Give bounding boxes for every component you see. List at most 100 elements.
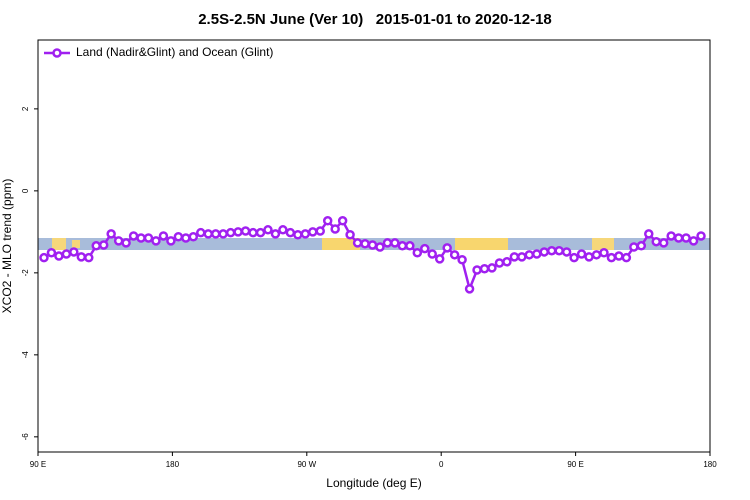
data-point [315,226,325,236]
x-tick-label: 90 E [30,460,46,469]
x-tick-label: 180 [166,460,180,469]
data-point [457,254,467,265]
x-tick-label: 0 [439,460,444,469]
data-point [576,249,587,259]
data-point [644,229,654,239]
data-point [464,284,475,294]
y-tick-label: 2 [21,106,30,111]
data-point [181,233,191,243]
data-point [360,238,370,249]
data-point [658,238,669,248]
x-tick-label: 180 [703,460,717,469]
data-point [173,232,184,242]
data-point [322,216,333,226]
data-point [681,233,691,243]
data-point [113,236,124,246]
data-point [345,229,355,240]
data-point [84,252,94,263]
data-point [151,236,161,246]
data-point [532,249,542,259]
data-point [270,229,281,239]
data-point [136,233,146,243]
data-point [308,227,318,237]
data-point [636,241,647,251]
data-point [196,227,206,238]
data-point [300,229,311,239]
data-point [121,238,131,248]
data-point [91,241,101,251]
data-point [106,229,116,239]
data-point [569,252,579,263]
data-point [397,241,408,251]
data-point [584,252,594,262]
data-point [621,252,632,263]
data-point [39,252,49,263]
data-point [337,216,348,226]
data-point [46,248,57,258]
data-point [367,240,378,250]
data-point [203,229,213,239]
data-point [210,229,221,239]
data-point [487,263,497,273]
data-point [61,249,72,259]
data-point [666,231,676,241]
data-point [614,251,624,261]
data-point [449,250,460,260]
y-tick-label: -2 [21,269,30,277]
data-point [427,249,437,259]
data-point [479,264,490,274]
legend-marker [52,48,62,58]
data-point [412,248,423,258]
x-axis-label: Longitude (deg E) [326,476,421,490]
legend-label: Land (Nadir&Glint) and Ocean (Glint) [76,45,273,59]
data-point [248,227,258,238]
data-point [524,250,535,260]
data-point [405,241,415,251]
data-point [651,236,661,247]
data-point [554,245,564,256]
data-point [420,243,430,254]
data-point [158,231,169,241]
data-point [225,227,236,238]
data-point [330,224,340,234]
data-point [76,252,87,262]
data-point [166,236,176,246]
data-point [285,227,296,238]
data-point [629,242,639,252]
plot-frame [37,39,711,453]
data-point [128,231,139,241]
y-tick-label: 0 [21,188,30,193]
data-point [599,248,609,258]
data-point [688,236,699,246]
data-point [188,232,199,242]
data-point [434,254,445,264]
data-point [673,233,684,243]
data-point [539,247,549,257]
data-point [54,251,64,261]
data-point [390,238,400,248]
data-point [494,258,505,268]
data-point [98,240,109,250]
y-axis-label: XCO2 - MLO trend (ppm) [0,179,14,314]
data-point [442,243,452,253]
data-point [218,229,228,239]
y-tick-label: -6 [21,433,30,441]
data-point [293,229,303,240]
data-point [517,252,527,262]
y-tick-label: -4 [21,351,30,359]
data-point [561,247,572,257]
data-point [696,231,706,241]
data-point [278,225,288,235]
data-point [233,227,243,237]
data-point [263,225,273,235]
data-point [591,250,602,260]
data-point [352,238,363,248]
data-point [502,257,512,267]
data-point [69,247,79,257]
data-point [255,227,266,238]
data-point [546,245,557,256]
x-tick-label: 90 W [297,460,316,469]
data-point [606,252,617,263]
chart-title: 2.5S-2.5N June (Ver 10) 2015-01-01 to 20… [198,11,552,28]
